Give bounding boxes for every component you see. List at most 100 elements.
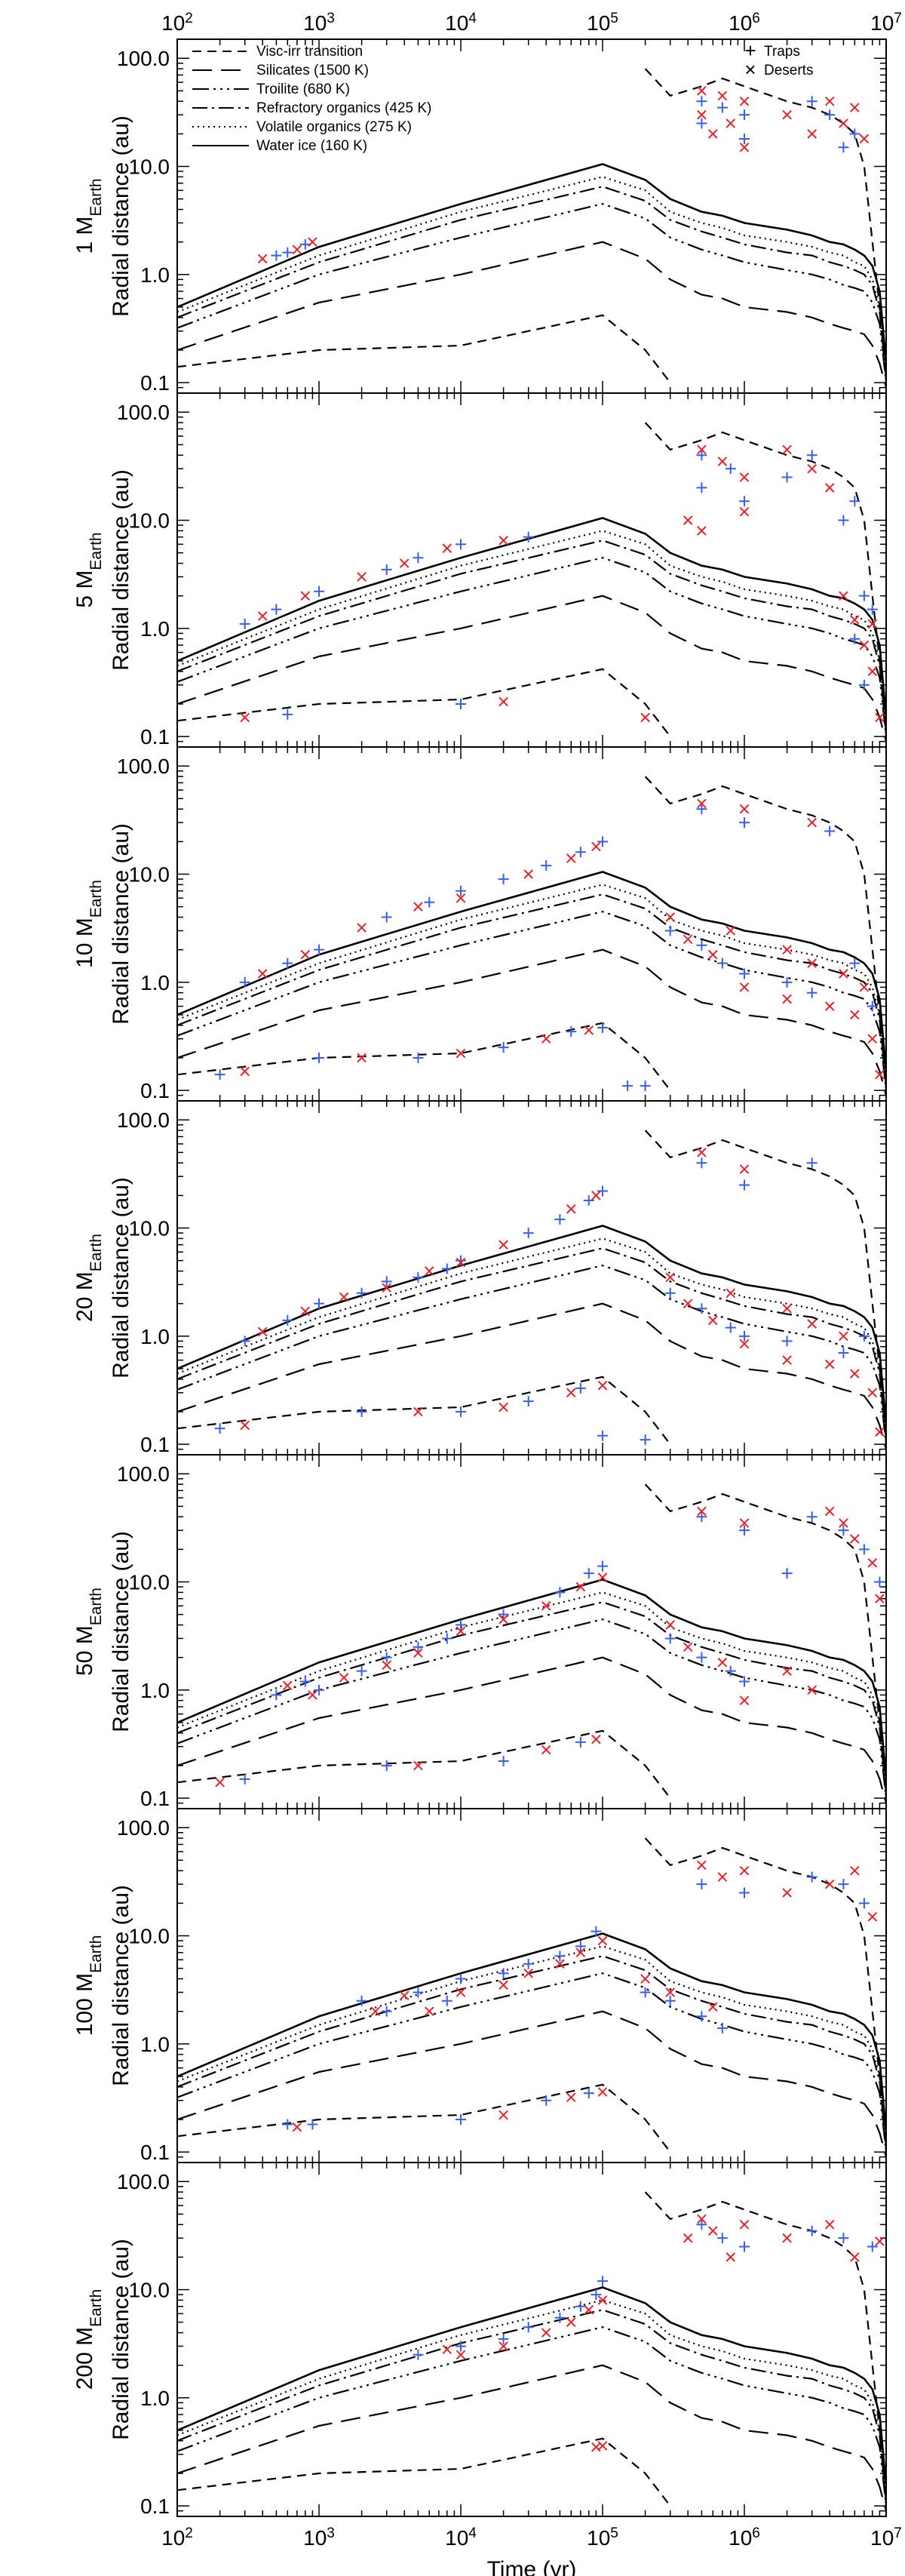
desert-marker [215,1777,225,1788]
desert-marker [807,463,818,474]
trap-marker [806,450,818,461]
desert-marker [867,1034,878,1044]
trap-marker [307,2119,318,2130]
desert-marker [824,1001,835,1011]
desert-marker [456,1257,466,1268]
trap-marker [597,836,608,847]
snowline-visc_irr [644,776,886,1091]
y-tick-label: 100.0 [117,755,170,778]
desert-marker [640,712,650,723]
trap-marker [583,1194,594,1206]
desert-marker [300,591,311,601]
desert-marker [292,244,302,255]
trap-marker [739,496,750,507]
trap-marker [282,1314,293,1326]
trap-marker [381,564,392,575]
desert-marker [739,2219,750,2230]
trap-marker [456,1406,466,1417]
desert-marker [807,129,818,139]
trap-marker [716,958,728,969]
desert-marker [839,591,848,601]
snowline-visc_irr [644,68,886,383]
snowline-refractory [177,186,886,379]
desert-marker [726,2252,736,2262]
desert-marker [566,2317,576,2327]
trap-marker [640,1987,651,1998]
y-tick-label: 0.1 [140,1787,170,1810]
desert-marker [807,1685,818,1695]
snowline-visc_irr_inner [177,668,671,737]
y-tick-label: 100.0 [117,1816,170,1840]
desert-marker [424,2006,434,2016]
desert-marker [683,934,693,945]
desert-marker [782,2233,792,2243]
desert-marker [357,1053,367,1063]
y-tick-label: 10.0 [129,2279,170,2302]
desert-marker [382,1283,392,1293]
trap-marker [597,1560,608,1572]
desert-marker [257,254,268,264]
trap-marker [725,1665,736,1677]
trap-marker [806,1511,818,1523]
desert-marker [717,1657,728,1668]
desert-marker [782,1666,792,1676]
trap-marker [413,552,424,564]
snowline-visc_irr [644,1483,886,1799]
snowline-visc_irr [644,2191,886,2507]
y-axis-title: Radial distance (au) [109,1531,133,1732]
y-tick-label: 0.1 [140,725,170,749]
desert-marker [739,472,750,482]
desert-marker [541,2328,551,2338]
trap-marker [838,515,849,526]
desert-marker [849,2252,860,2262]
desert-marker [597,1572,608,1582]
desert-marker [717,91,728,101]
y-tick-label: 100.0 [117,1462,170,1486]
y-tick-label: 1.0 [140,1679,170,1702]
trap-marker [282,247,293,258]
trap-marker [441,1995,452,2006]
desert-marker [707,2002,718,2012]
desert-marker [782,1355,792,1365]
trap-marker [696,2011,707,2022]
desert-marker [824,96,835,106]
trap-marker [381,1760,392,1771]
snowline-water [177,517,886,718]
legend-marker-symbol: + [744,39,756,62]
snowline-silicates [177,1656,886,1803]
snowline-visc_irr [644,422,886,737]
desert-marker [357,923,367,933]
legend-label: Refractory organics (425 K) [256,100,431,116]
snowline-troilite [177,2326,886,2507]
plot-area [177,68,886,388]
desert-marker [566,2092,576,2103]
desert-marker [867,1911,878,1922]
legend-label: Troilite (680 K) [256,81,350,97]
trap-marker [696,2219,707,2230]
trap-marker [664,1995,676,2006]
panel-frame [176,746,887,1102]
trap-marker [597,1430,608,1441]
y-tick-label: 100.0 [117,47,170,70]
mass-value: 10 M [72,918,97,968]
legend-label: Water ice (160 K) [256,138,367,154]
trap-marker [640,1081,651,1092]
trap-marker [356,1665,367,1677]
trap-marker [696,1652,707,1663]
desert-marker [739,1865,750,1876]
trap-marker [849,128,861,140]
y-tick-label: 0.1 [140,1079,170,1102]
desert-marker [697,109,707,120]
trap-marker [874,1576,885,1588]
trap-marker [381,1276,392,1287]
snowline-silicates [177,595,886,742]
trap-marker [583,1568,594,1579]
trap-marker [716,102,728,113]
mass-unit-subscript: Earth [87,1935,105,1973]
mass-value: 1 M [72,217,97,254]
trap-marker [541,2095,552,2106]
desert-marker [707,949,718,960]
desert-marker [782,994,792,1004]
trap-marker [314,1298,324,1309]
